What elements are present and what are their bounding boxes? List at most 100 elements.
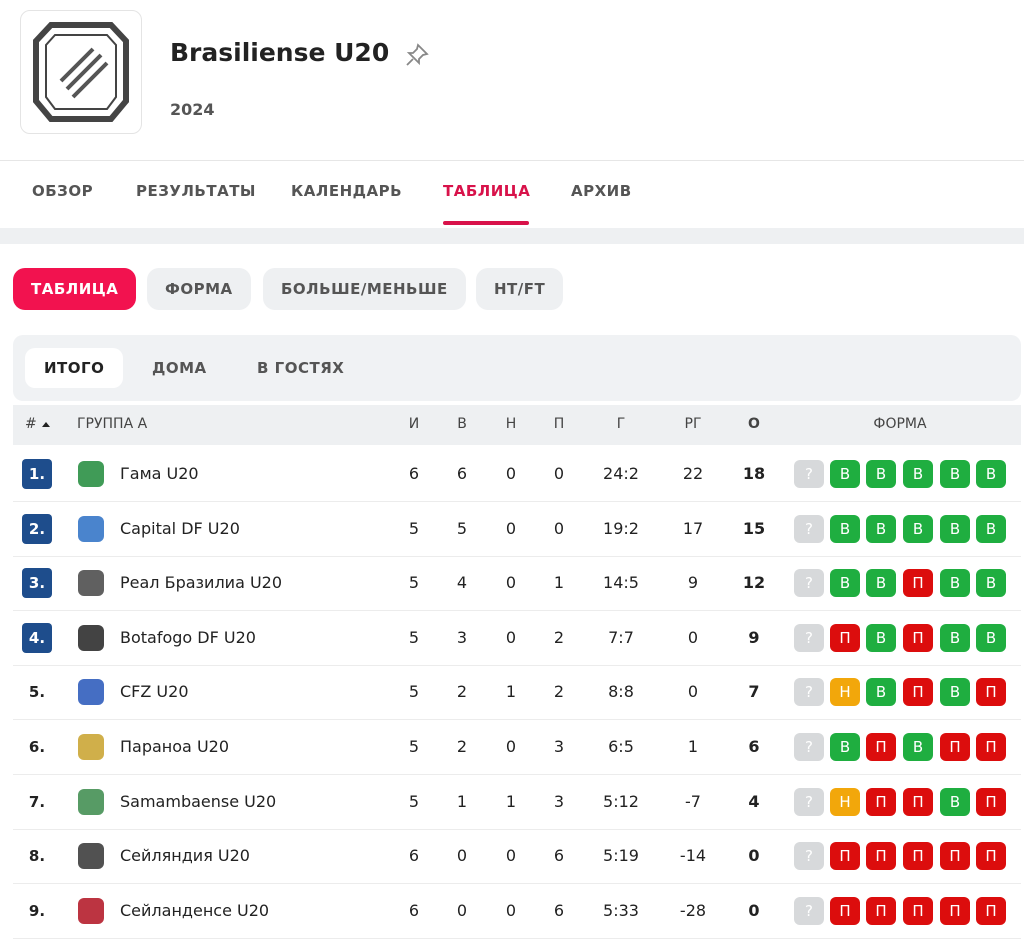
form-badge[interactable]: П [976, 842, 1006, 871]
sub-tab[interactable]: ТАБЛИЦА [13, 268, 137, 310]
table-row[interactable] [13, 775, 1021, 830]
table-row[interactable] [13, 829, 1021, 885]
form-badge[interactable]: ? [794, 896, 824, 925]
form-badge[interactable]: П [866, 896, 896, 925]
form-badge[interactable]: П [976, 896, 1006, 925]
form-badge[interactable]: ? [794, 842, 824, 871]
sub-tab[interactable]: ФОРМА [147, 268, 251, 310]
team-name[interactable]: Samambaense U20 [120, 791, 277, 811]
form-badge[interactable]: В [940, 514, 970, 543]
stat-points: 12 [742, 573, 766, 593]
form-badge[interactable]: П [976, 678, 1006, 707]
form-badge[interactable]: П [976, 733, 1006, 761]
stat-goal-diff: -14 [679, 846, 707, 866]
form-badge[interactable]: ? [794, 733, 824, 761]
team-badge [78, 897, 104, 924]
form-badge[interactable]: П [830, 623, 860, 652]
form-badge[interactable]: П [830, 896, 860, 925]
form-badge[interactable]: В [866, 623, 896, 652]
team-name[interactable]: Параноа U20 [120, 737, 230, 756]
team-name[interactable]: Сейланденсе U20 [120, 900, 270, 920]
form-badge[interactable]: В [830, 514, 860, 543]
stat-lost: 0 [553, 518, 565, 538]
form-badge[interactable]: В [903, 733, 933, 761]
team-name[interactable]: Botafogo DF U20 [120, 627, 256, 647]
form-badge[interactable]: В [976, 460, 1006, 488]
column-header[interactable]: П [553, 416, 565, 432]
sort-icon[interactable] [41, 420, 51, 430]
form-badge[interactable]: В [903, 514, 933, 543]
stat-drawn: 0 [505, 464, 517, 483]
form-badge[interactable]: ? [794, 569, 824, 598]
form-badge[interactable]: ? [794, 514, 824, 543]
nav-tab[interactable]: ТАБЛИЦА [443, 182, 531, 200]
form-badge[interactable]: П [940, 896, 970, 925]
form-badge[interactable]: В [940, 569, 970, 598]
filter-tab[interactable]: В ГОСТЯХ [257, 359, 345, 377]
table-row[interactable] [13, 720, 1021, 775]
form-badge[interactable]: В [976, 514, 1006, 543]
column-header[interactable]: РГ [684, 416, 702, 432]
form-badge[interactable]: Н [830, 678, 860, 707]
table-row[interactable] [13, 611, 1021, 666]
team-name[interactable]: CFZ U20 [120, 682, 189, 702]
form-badge[interactable]: В [830, 460, 860, 488]
table-row[interactable] [13, 556, 1021, 612]
column-header[interactable]: Г [616, 416, 626, 432]
form-badge[interactable]: В [830, 733, 860, 761]
form-badge[interactable]: Н [830, 787, 860, 816]
form-badge[interactable]: В [976, 623, 1006, 652]
form-badge[interactable]: В [866, 460, 896, 488]
nav-tab[interactable]: ОБЗОР [32, 182, 94, 200]
form-badge[interactable]: П [866, 733, 896, 761]
form-badge[interactable]: ? [794, 460, 824, 488]
form-badge[interactable]: П [903, 896, 933, 925]
table-row[interactable] [13, 502, 1021, 557]
column-header[interactable]: В [457, 416, 467, 432]
form-badge[interactable]: П [903, 678, 933, 707]
form-badge[interactable]: П [866, 787, 896, 816]
form-badge[interactable]: ? [794, 787, 824, 816]
nav-tab[interactable]: РЕЗУЛЬТАТЫ [136, 182, 256, 200]
form-badge[interactable]: ? [794, 678, 824, 707]
team-name[interactable]: Реал Бразилиа U20 [120, 573, 283, 593]
sub-tab[interactable]: БОЛЬШЕ/МЕНЬШЕ [263, 268, 466, 310]
nav-tab[interactable]: КАЛЕНДАРЬ [291, 182, 403, 200]
form-badge[interactable]: П [903, 623, 933, 652]
column-header[interactable]: И [408, 416, 420, 432]
team-name[interactable]: Гама U20 [120, 464, 199, 483]
form-badge[interactable]: В [866, 569, 896, 598]
team-badge [78, 461, 104, 487]
form-badge[interactable]: В [830, 569, 860, 598]
filter-tab[interactable]: ДОМА [152, 359, 207, 377]
sub-tab[interactable]: HT/FT [476, 268, 564, 310]
pin-icon[interactable] [404, 42, 430, 68]
form-badge[interactable]: В [940, 623, 970, 652]
table-row[interactable] [13, 665, 1021, 721]
form-badge[interactable]: ? [794, 623, 824, 652]
table-row[interactable] [13, 884, 1021, 939]
form-badge[interactable]: В [940, 787, 970, 816]
form-badge[interactable]: В [940, 678, 970, 707]
team-name[interactable]: Capital DF U20 [120, 518, 240, 538]
form-badge[interactable]: В [976, 569, 1006, 598]
form-badge[interactable]: В [903, 460, 933, 488]
form-badge[interactable]: П [903, 569, 933, 598]
stat-points: 6 [748, 737, 760, 756]
team-name[interactable]: Сейляндия U20 [120, 846, 250, 866]
form-badge[interactable]: П [903, 787, 933, 816]
form-badge[interactable]: П [830, 842, 860, 871]
form-badge[interactable]: В [940, 460, 970, 488]
form-badge[interactable]: П [903, 842, 933, 871]
form-badge[interactable]: П [940, 733, 970, 761]
table-row[interactable] [13, 447, 1021, 502]
column-header[interactable]: О [748, 416, 760, 432]
form-badge[interactable]: П [940, 842, 970, 871]
form-badge[interactable]: В [866, 678, 896, 707]
form-badge[interactable]: П [976, 787, 1006, 816]
nav-tab[interactable]: АРХИВ [571, 182, 632, 200]
column-header[interactable]: Н [505, 416, 517, 432]
form-badge[interactable]: П [866, 842, 896, 871]
form-badge[interactable]: В [866, 514, 896, 543]
filter-tab[interactable]: ИТОГО [25, 348, 124, 388]
